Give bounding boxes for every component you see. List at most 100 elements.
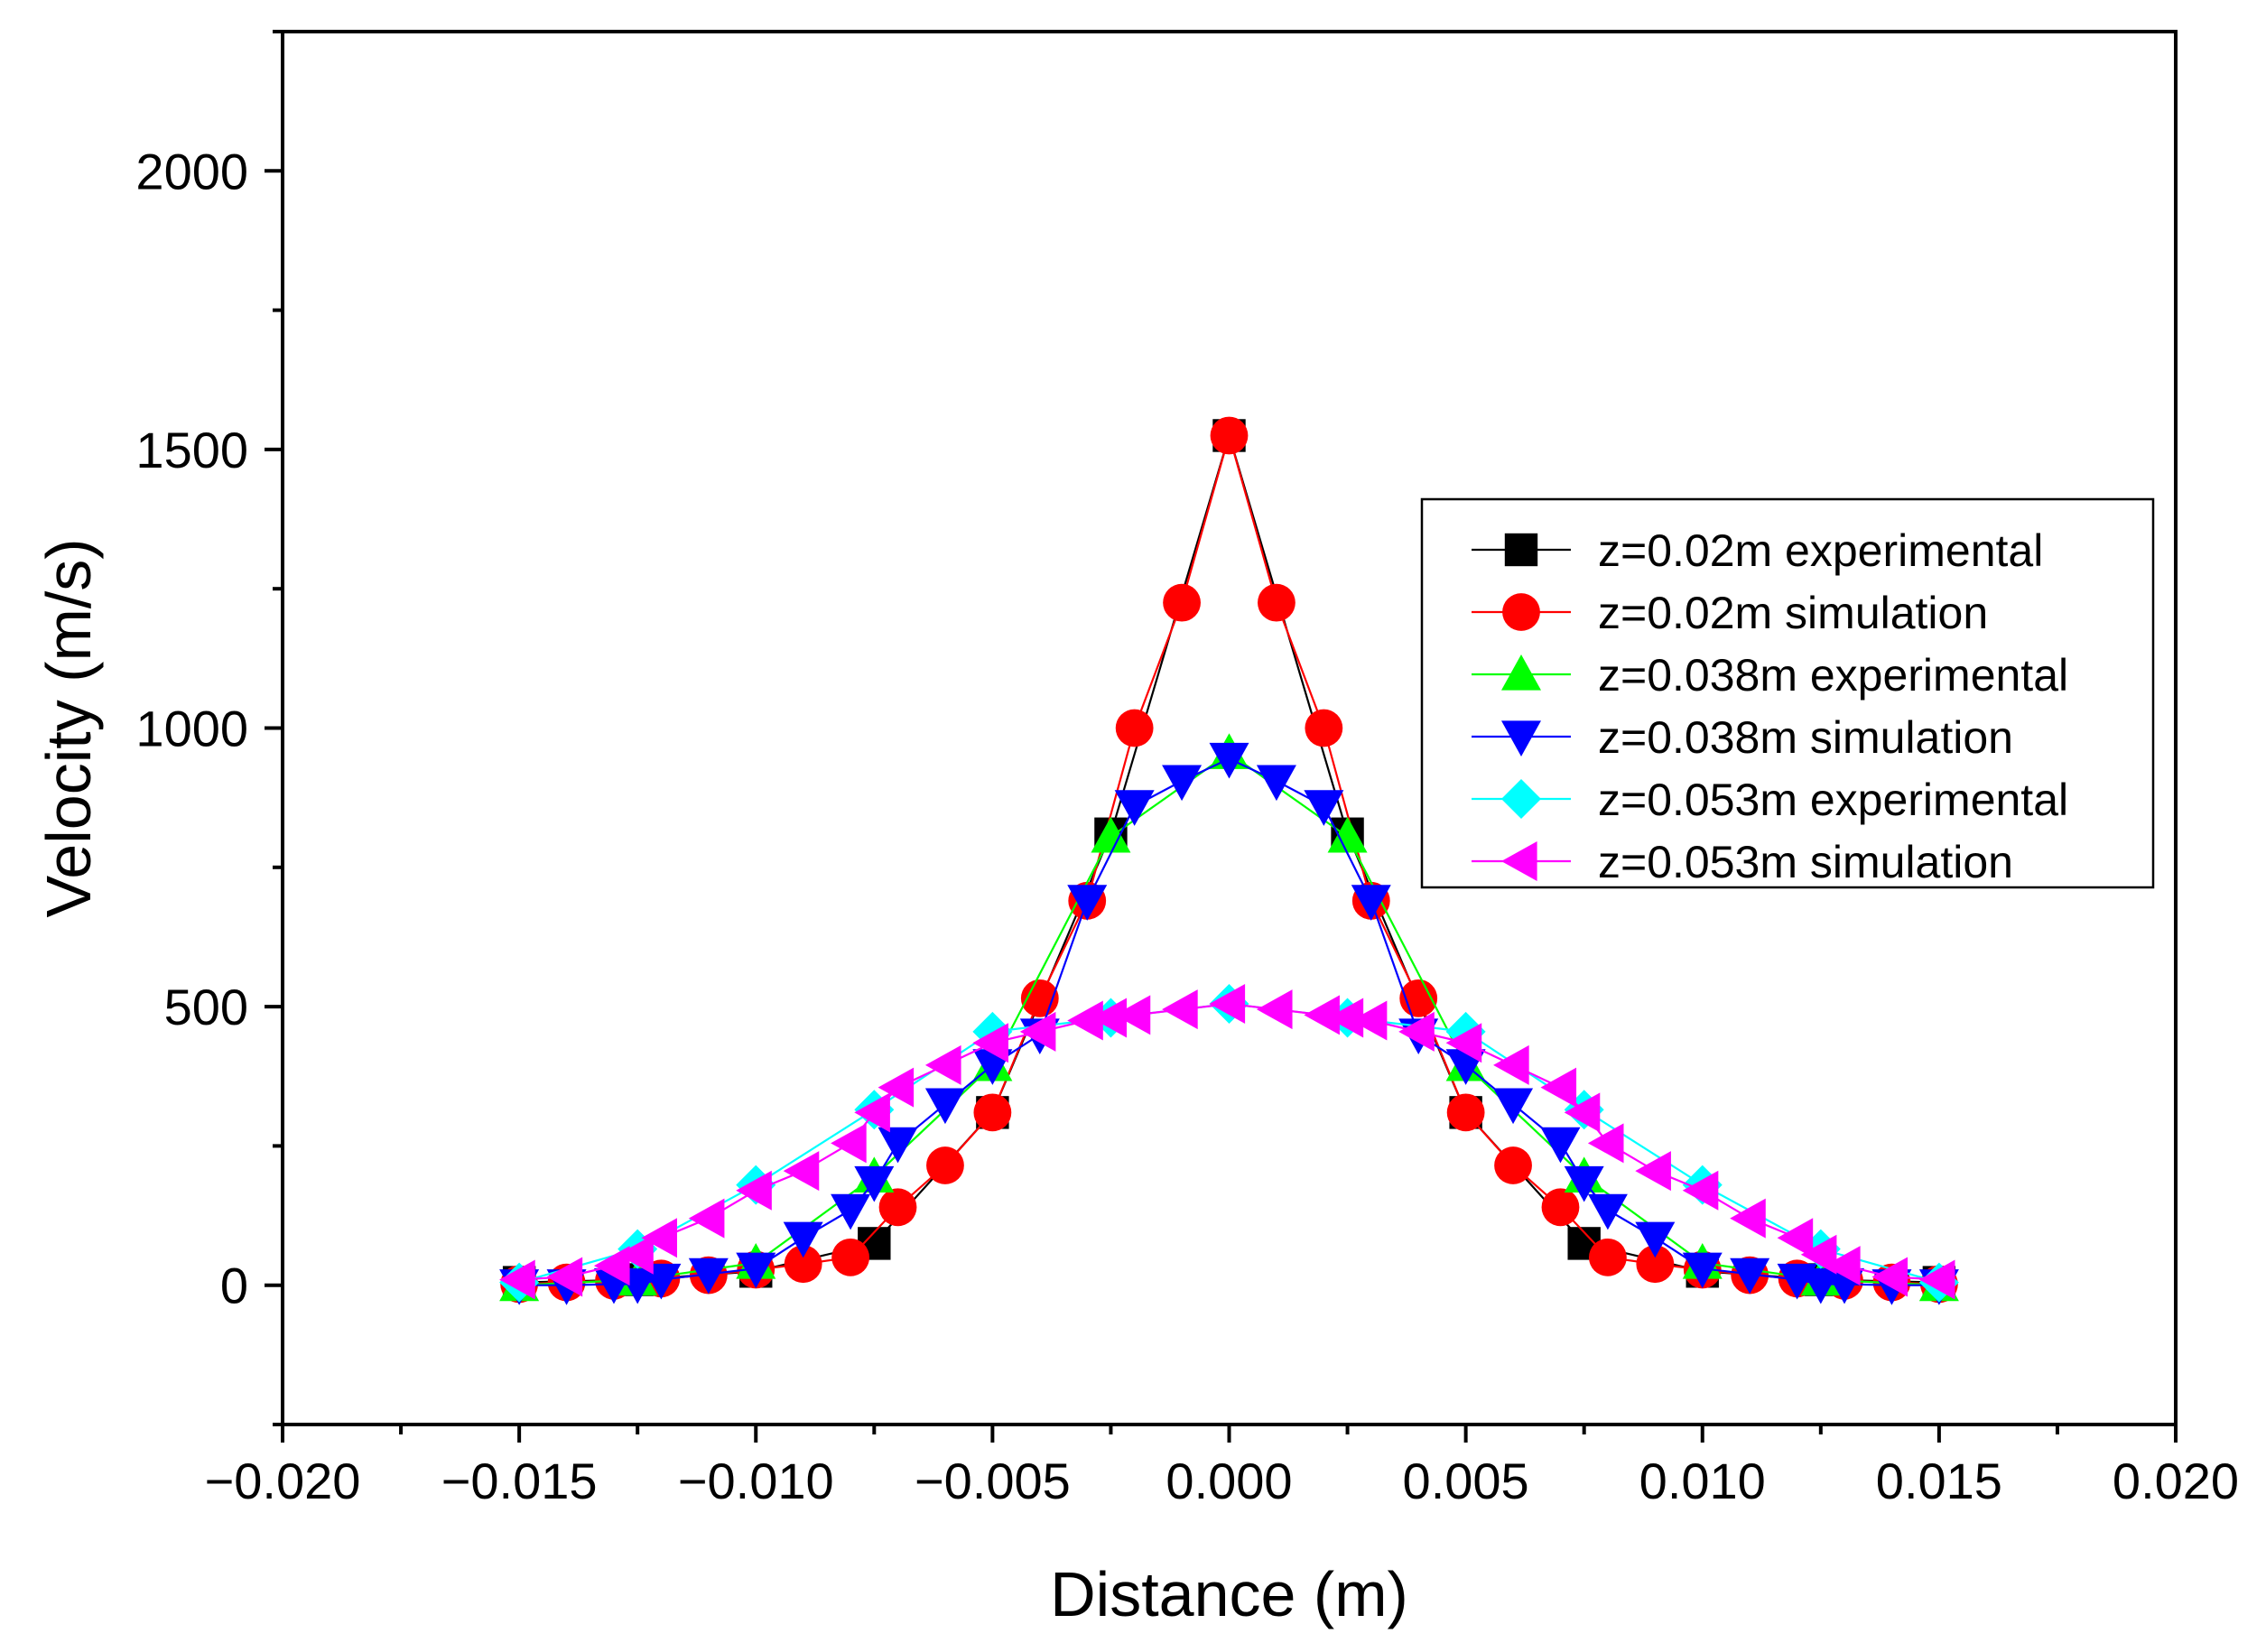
data-point	[1446, 1093, 1485, 1132]
data-point	[1067, 885, 1108, 921]
y-axis-title: Velocity (m/s)	[33, 538, 104, 917]
data-point	[783, 1221, 823, 1258]
data-point	[1918, 1259, 1955, 1300]
data-point	[831, 1123, 867, 1164]
data-point	[1258, 583, 1296, 622]
data-point	[1493, 1088, 1534, 1125]
data-point	[1825, 1246, 1861, 1286]
data-point	[1305, 709, 1343, 747]
data-point	[1256, 989, 1293, 1030]
data-point	[1019, 1011, 1056, 1052]
y-tick-label: 2000	[135, 143, 248, 200]
data-point	[1114, 995, 1151, 1035]
x-tick-label: −0.020	[205, 1452, 361, 1509]
data-point	[1730, 1198, 1766, 1239]
data-point	[1540, 1067, 1577, 1108]
x-tick-label: −0.010	[678, 1452, 834, 1509]
data-point	[1564, 1092, 1601, 1133]
data-point	[972, 1023, 1008, 1063]
x-tick-label: 0.005	[1403, 1452, 1529, 1509]
data-point	[1541, 1188, 1580, 1227]
data-point	[1210, 416, 1249, 455]
data-point	[618, 1234, 654, 1275]
data-point	[784, 1245, 822, 1284]
y-tick-label: 500	[164, 979, 248, 1035]
data-point	[1256, 765, 1296, 802]
data-point	[1682, 1252, 1723, 1289]
data-point	[878, 1127, 918, 1164]
data-point	[736, 1170, 772, 1211]
data-point	[1730, 1258, 1770, 1295]
data-point	[546, 1257, 583, 1297]
data-point	[1589, 1238, 1627, 1276]
data-point	[1587, 1193, 1628, 1230]
data-point	[1635, 1151, 1671, 1192]
data-point	[1327, 998, 1364, 1038]
legend-marker	[1501, 654, 1541, 691]
data-point	[924, 1088, 965, 1125]
data-point	[926, 1146, 964, 1184]
legend-label: z=0.053m experimental	[1598, 775, 2068, 825]
data-point	[783, 1151, 820, 1192]
data-point	[1636, 1245, 1675, 1284]
data-point	[1398, 1011, 1435, 1052]
data-point	[688, 1198, 725, 1239]
data-point	[1445, 1023, 1482, 1063]
data-point	[1209, 984, 1246, 1025]
x-axis-title: Distance (m)	[1050, 1559, 1408, 1629]
legend-marker	[1504, 533, 1538, 567]
data-point	[1351, 1000, 1388, 1041]
data-point	[1115, 709, 1154, 747]
y-tick-label: 1500	[135, 422, 248, 478]
x-tick-label: 0.020	[2113, 1452, 2239, 1509]
data-point	[1067, 1000, 1103, 1041]
legend-label: z=0.02m simulation	[1598, 588, 1988, 638]
data-point	[1304, 995, 1340, 1035]
data-point	[1494, 1146, 1532, 1184]
data-point	[1777, 1218, 1814, 1258]
data-point	[1871, 1257, 1908, 1297]
x-tick-label: 0.015	[1876, 1452, 2002, 1509]
data-point	[831, 1238, 869, 1276]
data-point	[499, 1259, 535, 1300]
y-tick-label: 1000	[135, 701, 248, 757]
series-5	[499, 984, 1955, 1300]
data-point	[1564, 1165, 1604, 1202]
legend: z=0.02m experimental z=0.02m simulation z=…	[1420, 497, 2155, 889]
x-tick-label: 0.010	[1639, 1452, 1766, 1509]
x-tick-label: −0.015	[441, 1452, 598, 1509]
y-tick-label: 0	[220, 1258, 248, 1314]
data-point	[1540, 1127, 1581, 1164]
data-point	[854, 1092, 890, 1133]
legend-label: z=0.038m simulation	[1598, 712, 2013, 763]
legend-label: z=0.038m experimental	[1598, 650, 2068, 701]
x-tick-label: 0.000	[1166, 1452, 1292, 1509]
data-point	[736, 1252, 776, 1289]
data-point	[1114, 790, 1155, 826]
axes-layer: −0.020 −0.015 −0.010 −0.005 0.000 0.005 0.010 0…	[135, 30, 2239, 1509]
legend-marker	[1501, 779, 1541, 819]
data-point	[878, 1067, 915, 1108]
legend-marker	[1502, 593, 1540, 631]
data-point	[1163, 583, 1201, 622]
x-tick-label: −0.005	[915, 1452, 1071, 1509]
data-point	[1682, 1170, 1719, 1211]
legend-label: z=0.02m experimental	[1598, 525, 2043, 576]
data-point	[1351, 885, 1391, 921]
series-layer	[499, 416, 1959, 1305]
data-point	[641, 1218, 677, 1258]
data-point	[973, 1093, 1012, 1132]
legend-box	[1420, 497, 2155, 889]
data-point	[854, 1165, 895, 1202]
data-point	[1327, 816, 1368, 853]
legend-marker	[1501, 720, 1541, 756]
data-point	[1162, 765, 1203, 802]
data-point	[1091, 816, 1131, 853]
legend-marker	[1501, 841, 1537, 881]
data-point	[1635, 1221, 1676, 1258]
data-point	[1209, 742, 1249, 779]
data-point	[1091, 998, 1128, 1038]
data-point	[1587, 1123, 1624, 1164]
data-point	[1304, 790, 1344, 826]
